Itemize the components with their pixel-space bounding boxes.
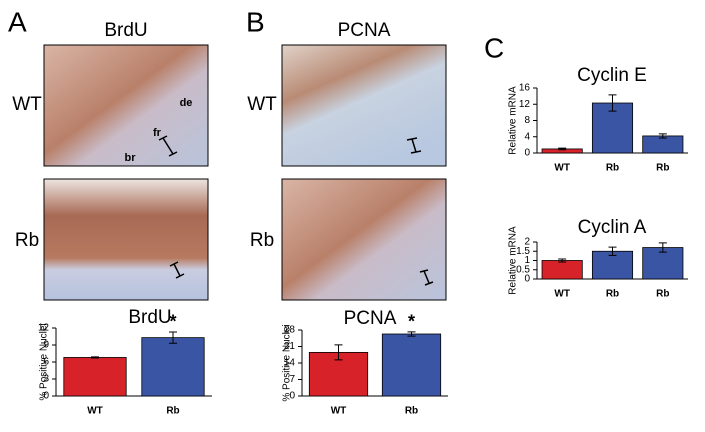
error-bar xyxy=(407,331,416,337)
y-tick-label: 12 xyxy=(519,99,531,110)
panel-label: B xyxy=(246,6,265,37)
row-label: Rb xyxy=(15,230,39,251)
error-bar xyxy=(558,147,567,151)
significance-mark: * xyxy=(169,312,176,332)
y-tick-label: 16 xyxy=(519,83,531,94)
panel-heading: BrdU xyxy=(104,20,147,41)
y-tick-label: 28 xyxy=(284,325,296,336)
y-tick-label: 7 xyxy=(289,374,295,385)
panel-label: A xyxy=(8,6,27,37)
y-axis-label: % Positive Nuclei xyxy=(282,324,293,401)
x-tick-label: Rb xyxy=(656,163,669,174)
bracket xyxy=(419,269,434,286)
y-tick-label: 6 xyxy=(43,357,49,368)
x-tick-label: Rb xyxy=(405,406,418,417)
error-bar xyxy=(608,94,617,112)
y-tick-label: 21 xyxy=(284,341,296,352)
x-tick-label: Rb xyxy=(606,163,619,174)
y-tick-label: 8 xyxy=(524,115,530,126)
y-tick-label: 1.5 xyxy=(516,246,530,257)
micrograph xyxy=(43,44,209,167)
y-tick-label: 0.5 xyxy=(516,264,530,275)
bar xyxy=(141,337,205,397)
chart-title: Cyclin A xyxy=(578,217,647,238)
bar xyxy=(541,260,583,280)
y-axis-label: Relative mRNA xyxy=(508,86,519,155)
y-tick-label: 9 xyxy=(43,340,49,351)
chart-title: BrdU xyxy=(128,307,171,328)
y-tick-label: 12 xyxy=(38,323,50,334)
row-label: WT xyxy=(247,94,277,115)
micrograph xyxy=(281,44,447,167)
bar xyxy=(63,357,127,397)
y-tick-label: 14 xyxy=(284,358,296,369)
error-bar xyxy=(169,331,177,344)
bracket xyxy=(158,135,178,157)
y-tick-label: 2 xyxy=(524,237,530,248)
y-tick-label: 0 xyxy=(43,391,49,402)
x-tick-label: Rb xyxy=(166,406,179,417)
y-axis-label: Relative mRNA xyxy=(508,226,519,295)
error-bar xyxy=(658,133,667,139)
x-tick-label: WT xyxy=(87,406,103,417)
chart-title: Cyclin E xyxy=(577,65,647,86)
bar xyxy=(381,333,442,397)
row-label: WT xyxy=(12,94,42,115)
y-axis-label: % Positive Nuclei xyxy=(39,323,50,400)
error-bar xyxy=(334,344,343,361)
y-tick-label: 0 xyxy=(524,148,530,159)
error-bar xyxy=(91,356,99,359)
significance-mark: * xyxy=(408,312,415,332)
panel-label: C xyxy=(484,32,504,63)
x-tick-label: WT xyxy=(331,406,347,417)
y-tick-label: 0 xyxy=(289,391,295,402)
y-tick-label: 4 xyxy=(524,131,530,142)
chart-title: PCNA xyxy=(344,308,397,329)
micrograph xyxy=(281,178,447,301)
error-bar xyxy=(608,246,617,256)
bar xyxy=(642,135,684,154)
tissue-label: de xyxy=(180,97,193,109)
tissue-label: fr xyxy=(153,127,162,139)
panel-heading: PCNA xyxy=(338,20,391,41)
y-tick-label: 0 xyxy=(524,274,530,285)
bracket xyxy=(169,261,185,279)
x-tick-label: WT xyxy=(554,289,570,300)
x-tick-label: Rb xyxy=(656,289,669,300)
error-bar xyxy=(558,258,567,263)
row-label: Rb xyxy=(250,230,274,251)
micrograph xyxy=(43,178,209,301)
y-tick-label: 1 xyxy=(524,255,530,266)
bracket xyxy=(406,137,422,154)
error-bar xyxy=(658,242,667,253)
x-tick-label: WT xyxy=(554,163,570,174)
tissue-label: br xyxy=(125,152,137,164)
y-tick-label: 3 xyxy=(43,374,49,385)
bar xyxy=(591,250,634,280)
x-tick-label: Rb xyxy=(606,289,619,300)
